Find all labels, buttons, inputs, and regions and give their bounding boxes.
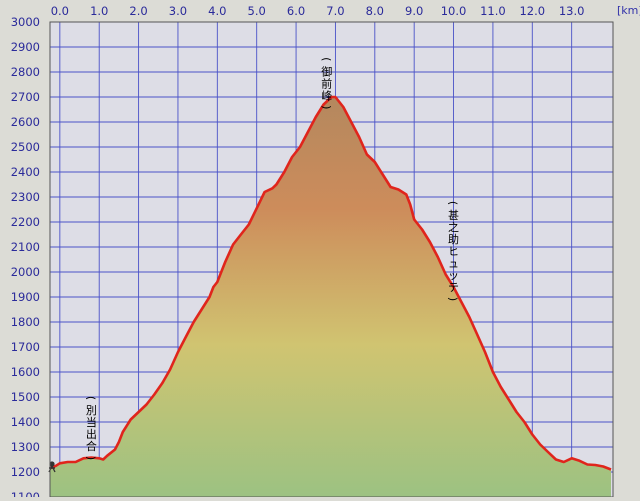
x-tick-label: 1.0 (90, 4, 108, 18)
y-tick-label: 2800 (11, 65, 40, 79)
y-tick-label: 2200 (11, 215, 40, 229)
svg-text:): ) (84, 456, 97, 460)
x-tick-label: 12.0 (519, 4, 545, 18)
svg-text:之: 之 (448, 220, 459, 234)
y-tick-label: 2500 (11, 140, 40, 154)
svg-text:別: 別 (86, 404, 97, 417)
svg-text:前: 前 (321, 76, 332, 90)
svg-text:(: ( (84, 396, 97, 400)
x-axis-ticks: 0.0 1.0 2.0 3.0 4.0 5.0 6.0 7.0 8.0 9.0 10.0 11.0 12… (51, 4, 585, 18)
annotation-label: ( 御前峰) (320, 57, 333, 109)
elevation-area-fill (50, 97, 611, 497)
y-tick-label: 1700 (11, 340, 40, 354)
y-tick-label: 2400 (11, 165, 40, 179)
svg-text:(: ( (320, 57, 333, 61)
y-tick-label: 2900 (11, 40, 40, 54)
y-tick-label: 1800 (11, 315, 40, 329)
x-tick-label: 9.0 (405, 4, 423, 18)
x-axis-unit-label: [km] (617, 4, 640, 17)
svg-text:ヒ: ヒ (448, 245, 459, 258)
svg-text:ッ: ッ (448, 269, 459, 282)
svg-text:ュ: ュ (448, 257, 459, 270)
y-tick-label: 1600 (11, 365, 40, 379)
y-tick-label: 1300 (11, 440, 40, 454)
x-tick-label: 0.0 (51, 4, 69, 18)
y-tick-label: 1100 (11, 490, 40, 497)
y-axis-ticks: 1100 1200 1300 1400 1500 1600 1700 1800 1900 2000… (11, 15, 40, 501)
y-tick-label: 1400 (11, 415, 40, 429)
x-tick-label: 3.0 (169, 4, 187, 18)
x-tick-label: 5.0 (248, 4, 266, 18)
svg-text:当: 当 (86, 415, 97, 429)
svg-text:出: 出 (86, 427, 97, 441)
x-tick-label: 11.0 (480, 4, 506, 18)
x-tick-label: 2.0 (129, 4, 147, 18)
y-tick-label: 2700 (11, 90, 40, 104)
x-tick-label: 7.0 (326, 4, 344, 18)
svg-text:助: 助 (448, 232, 459, 246)
y-tick-label: 3000 (11, 15, 40, 29)
y-tick-label: 1500 (11, 390, 40, 404)
svg-text:御: 御 (321, 64, 332, 78)
svg-text:峰: 峰 (321, 89, 332, 102)
y-tick-label: 1900 (11, 290, 40, 304)
svg-text:テ: テ (448, 281, 459, 294)
x-tick-label: 8.0 (366, 4, 384, 18)
svg-text:甚: 甚 (448, 209, 459, 222)
svg-text:): ) (447, 297, 460, 301)
svg-text:(: ( (447, 201, 460, 205)
y-tick-label: 2600 (11, 115, 40, 129)
svg-text:合: 合 (86, 439, 97, 453)
y-tick-label: 2300 (11, 190, 40, 204)
y-tick-label: 1200 (11, 465, 40, 479)
elevation-profile-line (50, 95, 612, 471)
svg-text:): ) (320, 105, 333, 109)
x-tick-label: 4.0 (208, 4, 226, 18)
y-tick-label: 2100 (11, 240, 40, 254)
x-tick-label: 13.0 (559, 4, 585, 18)
y-tick-label: 2000 (11, 265, 40, 279)
x-tick-label: 10.0 (441, 4, 467, 18)
x-tick-label: 6.0 (287, 4, 305, 18)
